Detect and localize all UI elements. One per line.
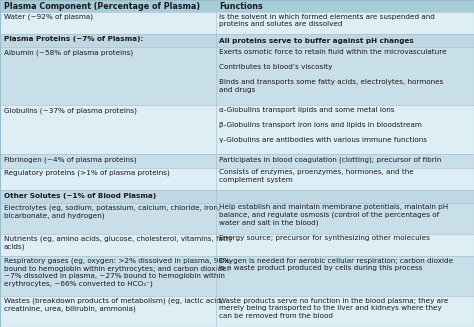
Bar xyxy=(0,190,474,203)
Text: Functions: Functions xyxy=(219,2,263,11)
Bar xyxy=(0,167,474,190)
Text: Other Solutes (~1% of Blood Plasma): Other Solutes (~1% of Blood Plasma) xyxy=(4,193,156,199)
Text: Nutrients (eg, amino acids, glucose, cholesterol, vitamins, fatty
acids): Nutrients (eg, amino acids, glucose, cho… xyxy=(4,235,233,250)
Text: Plasma Proteins (~7% of Plasma):: Plasma Proteins (~7% of Plasma): xyxy=(4,36,143,42)
Bar xyxy=(0,34,474,47)
Text: Respiratory gases (eg, oxygen: >2% dissolved in plasma, 98%
bound to hemoglobin : Respiratory gases (eg, oxygen: >2% disso… xyxy=(4,258,230,287)
Text: Energy source; precursor for synthesizing other molecules: Energy source; precursor for synthesizin… xyxy=(219,235,430,241)
Text: Globulins (~37% of plasma proteins): Globulins (~37% of plasma proteins) xyxy=(4,107,137,113)
Bar xyxy=(0,47,474,105)
Text: Water (~92% of plasma): Water (~92% of plasma) xyxy=(4,14,93,21)
Bar xyxy=(0,203,474,234)
Text: Regulatory proteins (>1% of plasma proteins): Regulatory proteins (>1% of plasma prote… xyxy=(4,169,170,176)
Bar xyxy=(0,0,474,12)
Text: All proteins serve to buffer against pH changes: All proteins serve to buffer against pH … xyxy=(219,38,414,44)
Bar xyxy=(0,12,474,34)
Text: Electrolytes (eg, sodium, potassium, calcium, chloride, iron,
bicarbonate, and h: Electrolytes (eg, sodium, potassium, cal… xyxy=(4,204,220,219)
Text: Albumin (~58% of plasma proteins): Albumin (~58% of plasma proteins) xyxy=(4,49,133,56)
Bar xyxy=(0,296,474,327)
Text: Oxygen is needed for aerobic cellular respiration; carbon dioxide
is a waste pro: Oxygen is needed for aerobic cellular re… xyxy=(219,258,454,271)
Text: Is the solvent in which formed elements are suspended and
proteins and solutes a: Is the solvent in which formed elements … xyxy=(219,14,435,27)
Text: Fibrinogen (~4% of plasma proteins): Fibrinogen (~4% of plasma proteins) xyxy=(4,156,137,163)
Text: Wastes (breakdown products of metabolism) (eg, lactic acid,
creatinine, urea, bi: Wastes (breakdown products of metabolism… xyxy=(4,298,223,312)
Bar xyxy=(0,234,474,256)
Text: Exerts osmotic force to retain fluid within the microvasculature

Contributes to: Exerts osmotic force to retain fluid wit… xyxy=(219,49,447,93)
Bar xyxy=(0,154,474,167)
Text: α-Globulins transport lipids and some metal ions

β-Globulins transport iron ion: α-Globulins transport lipids and some me… xyxy=(219,107,428,143)
Text: Waste products serve no function in the blood plasma; they are
merely being tran: Waste products serve no function in the … xyxy=(219,298,449,318)
Text: Plasma Component (Percentage of Plasma): Plasma Component (Percentage of Plasma) xyxy=(4,2,200,11)
Bar xyxy=(0,256,474,296)
Text: Participates in blood coagulation (clotting); precursor of fibrin: Participates in blood coagulation (clott… xyxy=(219,156,442,163)
Text: Consists of enzymes, proenzymes, hormones, and the
complement system: Consists of enzymes, proenzymes, hormone… xyxy=(219,169,414,183)
Bar xyxy=(0,105,474,154)
Text: Help establish and maintain membrane potentials, maintain pH
balance, and regula: Help establish and maintain membrane pot… xyxy=(219,204,449,226)
